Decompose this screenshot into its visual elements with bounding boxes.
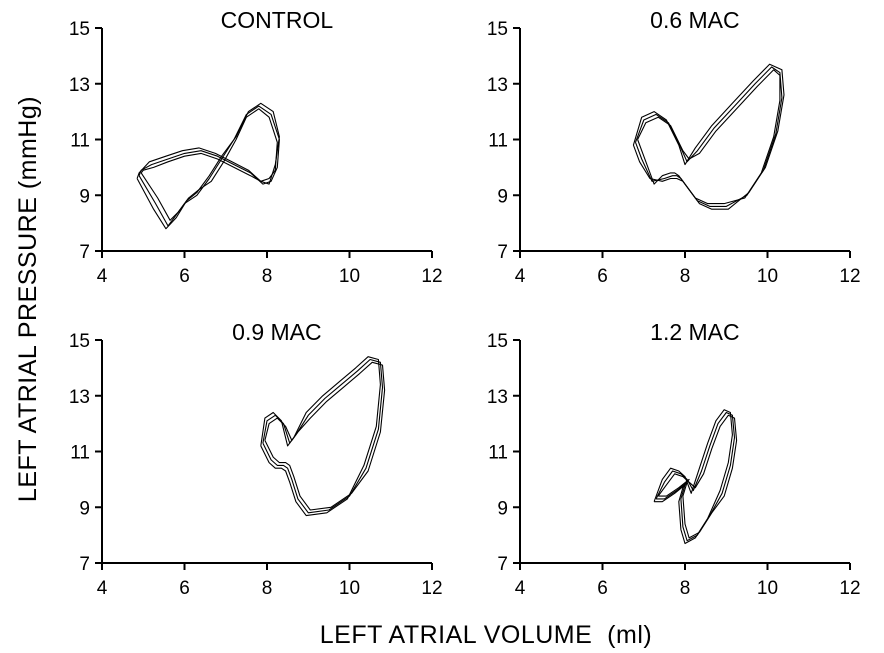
y-tick-label: 15 bbox=[487, 331, 508, 352]
y-tick-label: 9 bbox=[79, 498, 90, 519]
x-tick-label: 4 bbox=[515, 266, 526, 287]
x-tick-label: 8 bbox=[680, 266, 691, 287]
y-tick-label: 11 bbox=[70, 443, 90, 464]
y-tick-label: 9 bbox=[497, 498, 508, 519]
panel-title: 0.9 MAC bbox=[232, 319, 321, 345]
y-tick-label: 11 bbox=[488, 443, 508, 464]
pressure-volume-loop bbox=[653, 409, 733, 545]
y-tick-label: 15 bbox=[69, 19, 90, 40]
y-tick-label: 13 bbox=[487, 387, 508, 408]
y-tick-label: 9 bbox=[79, 186, 90, 207]
axis-frame bbox=[101, 28, 432, 252]
y-tick-label: 13 bbox=[69, 387, 90, 408]
pressure-volume-loop bbox=[655, 411, 736, 542]
axis-frame bbox=[519, 28, 850, 252]
x-tick-label: 4 bbox=[97, 266, 108, 287]
x-axis-title: LEFT ATRIAL VOLUME (ml) bbox=[320, 621, 652, 649]
x-tick-label: 10 bbox=[757, 578, 778, 599]
y-tick-label: 7 bbox=[497, 554, 508, 575]
x-tick-label: 12 bbox=[421, 578, 442, 599]
pressure-volume-loop bbox=[138, 105, 280, 227]
y-tick-label: 11 bbox=[70, 131, 90, 152]
y-tick-label: 9 bbox=[497, 186, 508, 207]
pressure-volume-loop bbox=[264, 361, 386, 511]
y-tick-label: 11 bbox=[488, 131, 508, 152]
panel-1-2-mac: 7 9 11 13 15 4 6 8 10 12 1.2 MAC bbox=[487, 319, 861, 599]
x-tick-label: 4 bbox=[97, 578, 108, 599]
y-tick-label: 13 bbox=[487, 75, 508, 96]
y-axis-title: LEFT ATRIAL PRESSURE (mmHg) bbox=[14, 96, 42, 502]
x-tick-label: 10 bbox=[339, 578, 360, 599]
x-tick-label: 10 bbox=[339, 266, 360, 287]
axis-frame bbox=[519, 340, 850, 564]
x-tick-label: 6 bbox=[597, 266, 608, 287]
panel-title: 0.6 MAC bbox=[650, 7, 739, 33]
pressure-volume-loop bbox=[262, 358, 384, 514]
x-tick-label: 10 bbox=[757, 266, 778, 287]
panel-title: CONTROL bbox=[221, 7, 334, 33]
pressure-volume-loop bbox=[260, 356, 381, 517]
y-tick-label: 7 bbox=[497, 242, 508, 263]
pressure-volume-loop bbox=[637, 69, 781, 205]
x-tick-label: 6 bbox=[179, 266, 190, 287]
y-tick-label: 7 bbox=[79, 242, 90, 263]
x-tick-label: 6 bbox=[597, 578, 608, 599]
x-tick-label: 6 bbox=[179, 578, 190, 599]
x-tick-label: 8 bbox=[262, 578, 273, 599]
y-tick-label: 7 bbox=[79, 554, 90, 575]
x-tick-label: 12 bbox=[421, 266, 442, 287]
pressure-volume-loop bbox=[657, 414, 738, 539]
x-tick-label: 12 bbox=[839, 266, 860, 287]
pressure-volume-loop bbox=[634, 66, 783, 207]
panel-control: 7 9 11 13 15 4 6 8 10 12 CONTROL bbox=[69, 7, 443, 287]
x-tick-label: 8 bbox=[680, 578, 691, 599]
pressure-volume-loop bbox=[632, 63, 785, 210]
x-tick-label: 8 bbox=[262, 266, 273, 287]
x-tick-label: 12 bbox=[839, 578, 860, 599]
panel-title: 1.2 MAC bbox=[650, 319, 739, 345]
y-tick-label: 15 bbox=[487, 19, 508, 40]
x-tick-label: 4 bbox=[515, 578, 526, 599]
y-tick-label: 13 bbox=[69, 75, 90, 96]
pressure-volume-loop bbox=[140, 108, 278, 221]
panel-0-9-mac: 7 9 11 13 15 4 6 8 10 12 0.9 MAC bbox=[69, 319, 443, 599]
y-tick-label: 15 bbox=[69, 331, 90, 352]
panel-0-6-mac: 7 9 11 13 15 4 6 8 10 12 0.6 MAC bbox=[487, 7, 861, 287]
